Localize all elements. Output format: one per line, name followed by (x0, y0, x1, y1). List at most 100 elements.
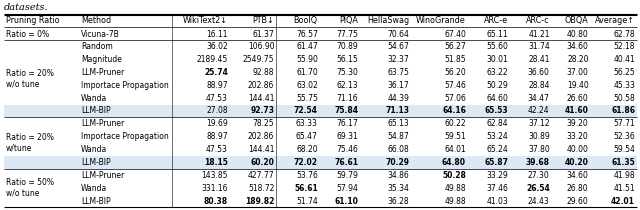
Text: Random: Random (81, 42, 113, 51)
Text: 427.77: 427.77 (248, 171, 275, 180)
Text: LLM-BIP: LLM-BIP (81, 197, 111, 206)
Text: 61.35: 61.35 (611, 158, 635, 167)
Text: 518.72: 518.72 (248, 184, 275, 193)
Text: Ratio = 20%
w/tune: Ratio = 20% w/tune (6, 134, 54, 153)
Text: Wanda: Wanda (81, 184, 107, 193)
Text: Ratio = 0%: Ratio = 0% (6, 30, 49, 39)
Text: LLM-Pruner: LLM-Pruner (81, 68, 124, 77)
Text: Magnitude: Magnitude (81, 55, 122, 64)
Text: 59.79: 59.79 (336, 171, 358, 180)
Bar (4, 156, 637, 169)
Text: 28.84: 28.84 (528, 81, 550, 90)
Text: 61.47: 61.47 (296, 42, 317, 51)
Text: 62.13: 62.13 (337, 81, 358, 90)
Text: Wanda: Wanda (81, 145, 107, 154)
Text: 72.02: 72.02 (294, 158, 317, 167)
Text: 36.60: 36.60 (528, 68, 550, 77)
Text: 71.13: 71.13 (385, 106, 409, 116)
Text: 47.53: 47.53 (206, 145, 228, 154)
Text: 65.47: 65.47 (296, 132, 317, 141)
Text: 65.13: 65.13 (387, 119, 409, 128)
Text: 63.02: 63.02 (296, 81, 317, 90)
Text: 50.28: 50.28 (442, 171, 466, 180)
Text: 53.24: 53.24 (487, 132, 509, 141)
Text: 19.69: 19.69 (206, 119, 228, 128)
Text: 37.46: 37.46 (486, 184, 509, 193)
Text: 37.80: 37.80 (528, 145, 550, 154)
Text: 60.20: 60.20 (250, 158, 275, 167)
Text: 55.90: 55.90 (296, 55, 317, 64)
Text: 76.61: 76.61 (334, 158, 358, 167)
Text: 26.60: 26.60 (567, 94, 589, 103)
Text: 70.89: 70.89 (337, 42, 358, 51)
Text: 78.25: 78.25 (253, 119, 275, 128)
Text: 2549.75: 2549.75 (243, 55, 275, 64)
Text: 41.21: 41.21 (528, 30, 550, 39)
Text: 65.24: 65.24 (487, 145, 509, 154)
Text: 30.89: 30.89 (528, 132, 550, 141)
Text: 80.38: 80.38 (204, 197, 228, 206)
Text: 64.16: 64.16 (442, 106, 466, 116)
Text: 61.37: 61.37 (253, 30, 275, 39)
Text: 36.02: 36.02 (206, 42, 228, 51)
Text: 51.74: 51.74 (296, 197, 317, 206)
Text: 2189.45: 2189.45 (196, 55, 228, 64)
Text: Wanda: Wanda (81, 94, 107, 103)
Text: WikiText2↓: WikiText2↓ (183, 16, 228, 25)
Text: 41.51: 41.51 (613, 184, 635, 193)
Text: LLM-BIP: LLM-BIP (81, 106, 111, 116)
Text: 56.20: 56.20 (444, 68, 466, 77)
Text: 41.60: 41.60 (564, 106, 589, 116)
Text: 49.88: 49.88 (444, 184, 466, 193)
Text: 68.20: 68.20 (296, 145, 317, 154)
Text: 143.85: 143.85 (202, 171, 228, 180)
Text: 27.30: 27.30 (528, 171, 550, 180)
Text: 54.87: 54.87 (387, 132, 409, 141)
Text: 40.80: 40.80 (567, 30, 589, 39)
Text: Vicuna-7B: Vicuna-7B (81, 30, 120, 39)
Text: 37.00: 37.00 (567, 68, 589, 77)
Text: 60.22: 60.22 (444, 119, 466, 128)
Text: 57.71: 57.71 (613, 119, 635, 128)
Text: 40.00: 40.00 (567, 145, 589, 154)
Text: 64.60: 64.60 (486, 94, 509, 103)
Text: 26.80: 26.80 (567, 184, 589, 193)
Text: 54.67: 54.67 (387, 42, 409, 51)
Text: datasets.: datasets. (4, 4, 49, 13)
Text: 75.46: 75.46 (336, 145, 358, 154)
Text: 40.20: 40.20 (564, 158, 589, 167)
Text: 69.31: 69.31 (337, 132, 358, 141)
Text: 92.88: 92.88 (253, 68, 275, 77)
Text: 57.94: 57.94 (336, 184, 358, 193)
Text: 56.25: 56.25 (613, 68, 635, 77)
Text: 50.58: 50.58 (613, 94, 635, 103)
Text: 41.03: 41.03 (487, 197, 509, 206)
Text: 45.33: 45.33 (613, 81, 635, 90)
Text: Average↑: Average↑ (595, 16, 635, 25)
Text: 56.15: 56.15 (337, 55, 358, 64)
Text: 34.47: 34.47 (528, 94, 550, 103)
Text: 56.61: 56.61 (294, 184, 317, 193)
Text: 34.86: 34.86 (387, 171, 409, 180)
Text: 202.86: 202.86 (248, 81, 275, 90)
Text: 37.12: 37.12 (528, 119, 550, 128)
Text: 71.16: 71.16 (337, 94, 358, 103)
Text: 53.76: 53.76 (296, 171, 317, 180)
Text: 25.74: 25.74 (204, 68, 228, 77)
Text: Pruning Ratio: Pruning Ratio (6, 16, 60, 25)
Text: 35.34: 35.34 (387, 184, 409, 193)
Text: 44.39: 44.39 (387, 94, 409, 103)
Text: 66.08: 66.08 (387, 145, 409, 154)
Text: 52.18: 52.18 (614, 42, 635, 51)
Text: 36.28: 36.28 (387, 197, 409, 206)
Text: 77.75: 77.75 (336, 30, 358, 39)
Text: 65.11: 65.11 (487, 30, 509, 39)
Text: 76.17: 76.17 (337, 119, 358, 128)
Text: 75.30: 75.30 (336, 68, 358, 77)
Text: PTB↓: PTB↓ (253, 16, 275, 25)
Text: 42.24: 42.24 (528, 106, 550, 116)
Text: 52.36: 52.36 (613, 132, 635, 141)
Text: 28.41: 28.41 (528, 55, 550, 64)
Text: LLM-Pruner: LLM-Pruner (81, 119, 124, 128)
Text: LLM-Pruner: LLM-Pruner (81, 171, 124, 180)
